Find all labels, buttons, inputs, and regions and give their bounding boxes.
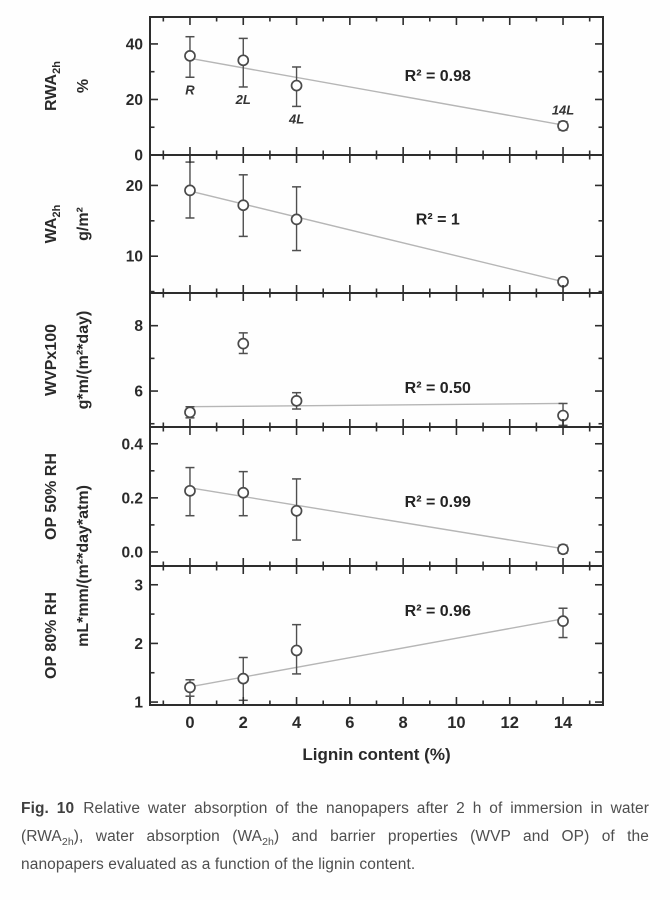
x-axis-title: Lignin content (%): [302, 745, 450, 764]
data-point: [557, 543, 569, 556]
y-axis-label: RWA2h: [43, 61, 63, 111]
r-squared-label: R² = 0.99: [405, 494, 471, 511]
y-tick-label: 40: [126, 36, 143, 53]
fit-line: [189, 618, 564, 688]
data-point: [237, 54, 250, 67]
data-point: [184, 50, 196, 62]
x-tick-label: 14: [554, 714, 573, 732]
y-tick-label: 2: [134, 636, 143, 653]
y-tick-label: 3: [134, 577, 143, 594]
data-point: [290, 79, 303, 92]
data-point: [557, 615, 569, 627]
r-squared-label: R² = 0.50: [405, 380, 471, 397]
y-axis-label: OP 50% RH: [43, 453, 60, 540]
y-tick-label: 0.0: [121, 544, 143, 561]
caption-text: 2h: [262, 836, 274, 849]
panel-wvp: R² = 0.50 6 8 WVPx100 g*m/(m²*day): [43, 292, 604, 428]
sample-label: 14L: [552, 103, 574, 118]
data-point: [290, 504, 303, 517]
x-tick-label: 6: [345, 714, 354, 732]
sample-label: R: [185, 82, 195, 97]
panel-frame: [149, 565, 604, 706]
y-tick-label: 1: [134, 695, 143, 712]
x-tick-label: 0: [185, 714, 194, 732]
fit-line: [189, 402, 564, 408]
data-point: [237, 199, 250, 212]
data-point: [290, 213, 303, 226]
y-axis-unit-label: %: [75, 79, 92, 93]
data-point: [184, 681, 196, 694]
panel-frame: [149, 154, 604, 294]
caption-figure-number: Fig. 10: [21, 800, 75, 817]
r-squared-label: R² = 0.98: [405, 68, 471, 85]
data-point: [237, 337, 250, 350]
data-point: [290, 395, 303, 407]
sample-label: 4L: [288, 111, 304, 126]
y-axis-unit-label: g*m/(m²*day): [75, 311, 92, 410]
y-axis-unit-label-shared: mL*mm/(m²*day*atm): [75, 485, 92, 647]
data-point: [290, 644, 303, 657]
x-tick-label: 2: [239, 714, 248, 732]
r-squared-label: R² = 1: [416, 211, 460, 228]
data-point: [557, 119, 569, 132]
caption-text: ), water absorption (WA: [73, 828, 263, 846]
panel-op50rh: R² = 0.99 0.0 0.2 0.4 OP 50% RH: [43, 426, 604, 567]
y-axis-label: OP 80% RH: [43, 592, 60, 679]
caption-text: ) and barrier properties (WVP and OP) of…: [21, 828, 649, 874]
y-tick-label: 10: [126, 249, 143, 266]
y-tick-label: 6: [134, 384, 143, 401]
data-point: [184, 484, 196, 497]
y-axis-label: WVPx100: [43, 324, 60, 396]
figure-caption: Fig. 10 Relative water absorption of the …: [21, 795, 649, 880]
sample-label: 2L: [235, 92, 251, 107]
panel-rwa2h: R 2L 4L 14L R² = 0.98 0 20 40 RWA2h%: [43, 16, 604, 165]
data-point: [237, 486, 250, 499]
x-tick-label: 10: [447, 714, 465, 732]
x-tick-label: 8: [399, 714, 408, 732]
fit-line: [189, 487, 564, 550]
y-tick-label: 0.2: [121, 490, 143, 507]
y-axis-unit-label: g/m²: [75, 207, 92, 241]
x-tick-label: 12: [501, 714, 519, 732]
panel-frame: [149, 426, 604, 567]
panel-frame: [149, 16, 604, 156]
r-squared-label: R² = 0.96: [405, 603, 471, 620]
fit-line: [189, 190, 564, 283]
panel-wa2h: R² = 1 10 20 WA2h g/m²: [43, 154, 604, 294]
y-axis-label: WA2h: [43, 204, 63, 243]
data-point: [184, 406, 196, 419]
y-tick-label: 0.4: [121, 436, 143, 453]
y-tick-label: 8: [134, 318, 143, 335]
caption-text: 2h: [61, 836, 74, 849]
x-tick-label: 4: [292, 714, 302, 732]
y-tick-label: 20: [126, 92, 143, 109]
y-tick-label: 20: [126, 178, 143, 195]
data-point: [237, 672, 250, 685]
fit-line: [189, 57, 564, 126]
data-point: [184, 184, 196, 197]
caption-text: Relative water absorption of the nanopap…: [21, 800, 649, 846]
panel-op80rh: R² = 0.96 1 2 3 OP 80% RH: [43, 565, 604, 712]
y-tick-label: 0: [134, 148, 143, 165]
